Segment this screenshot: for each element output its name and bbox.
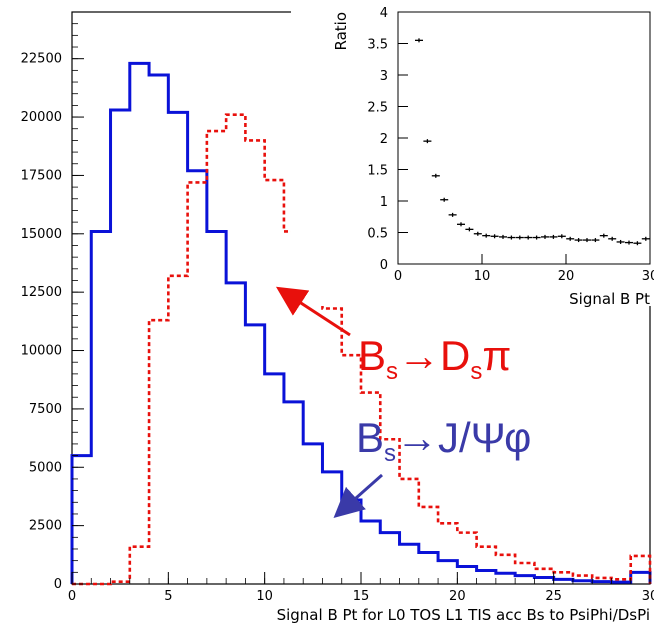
y-tick-label: 5000	[29, 460, 62, 475]
y-tick-label: 15000	[21, 227, 62, 242]
inset-background	[291, 2, 654, 306]
inset-y-tick-label: 1	[380, 195, 388, 210]
annotation-ds-pi-label: Bs→Dsπ	[358, 332, 511, 385]
y-tick-label: 12500	[21, 285, 62, 300]
inset-y-tick-label: 3	[380, 69, 388, 84]
inset-y-tick-label: 0.5	[367, 227, 388, 242]
x-tick-label: 0	[68, 589, 76, 604]
inset-y-tick-label: 2.5	[367, 101, 388, 116]
inset-y-tick-label: 3.5	[367, 38, 388, 53]
inset-x-tick-label: 0	[394, 269, 402, 284]
annotation-ds-pi: Bs→Dsπ	[275, 286, 511, 385]
inset-x-tick-label: 30	[642, 269, 654, 284]
x-tick-label: 20	[449, 589, 466, 604]
inset-y-tick-label: 0	[380, 258, 388, 273]
inset-x-axis-title: Signal B Pt	[569, 290, 650, 308]
x-axis-title: Signal B Pt for L0 TOS L1 TIS acc Bs to …	[277, 606, 650, 624]
inset-y-axis-title: Ratio	[332, 12, 350, 51]
x-tick-label: 5	[164, 589, 172, 604]
y-tick-label: 20000	[21, 110, 62, 125]
inset-x-tick-label: 20	[558, 269, 575, 284]
x-tick-label: 15	[353, 589, 370, 604]
annotation-jpsi-phi-arrow	[333, 473, 383, 518]
inset-y-tick-label: 4	[380, 6, 388, 21]
inset-y-tick-label: 2	[380, 132, 388, 147]
annotation-ds-pi-arrow	[275, 286, 351, 337]
annotation-jpsi-phi: Bs→J/Ψφ	[333, 414, 531, 518]
inset-y-tick-label: 1.5	[367, 164, 388, 179]
inset-x-tick-label: 10	[474, 269, 491, 284]
y-tick-label: 2500	[29, 519, 62, 534]
histogram-series-ds-pi	[72, 113, 652, 586]
x-tick-label: 25	[545, 589, 562, 604]
y-tick-label: 0	[54, 577, 62, 592]
y-tick-label: 22500	[21, 52, 62, 67]
y-tick-label: 7500	[29, 402, 62, 417]
x-tick-label: 10	[256, 589, 273, 604]
main-plot: 0250050007500100001250015000175002000022…	[21, 11, 654, 624]
annotation-jpsi-phi-label: Bs→J/Ψφ	[356, 414, 531, 467]
y-tick-label: 17500	[21, 168, 62, 183]
inset-plot: 0 0.5 1 1.5 2 2.5 3 3.5 4 0 10 20 30 Signal B Pt Ratio	[291, 2, 654, 308]
y-tick-label: 10000	[21, 344, 62, 359]
x-tick-label: 30	[642, 589, 654, 604]
